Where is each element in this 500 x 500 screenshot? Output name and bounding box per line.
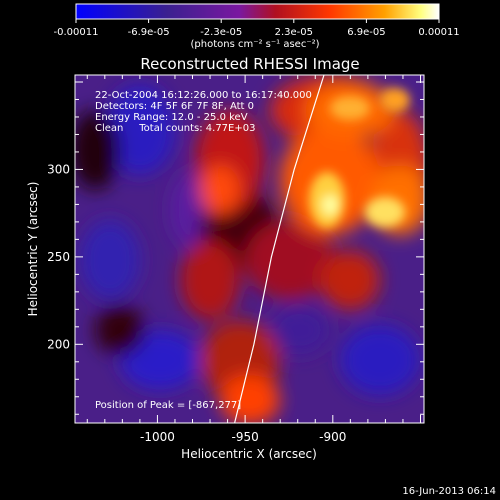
y-tick-label: 200 [47, 337, 70, 351]
x-axis-label: Heliocentric X (arcsec) [181, 447, 317, 461]
colorbar-tick-label: 6.9e-05 [347, 27, 385, 38]
detectors-annotation: Detectors: 4F 5F 6F 7F 8F, Att 0 [95, 101, 254, 112]
colorbar-tick-label: 2.3e-05 [275, 27, 313, 38]
colorbar-tick-label: 0.00011 [418, 27, 459, 38]
peak-position-annotation: Position of Peak = [-867,277] [95, 400, 241, 411]
solar-limb-line [234, 75, 325, 423]
time-range-annotation: 22-Oct-2004 16:12:26.000 to 16:17:40.000 [95, 90, 312, 101]
y-tick-label: 250 [47, 250, 70, 264]
plot-frame [74, 74, 425, 424]
axis-ticks: -1000 -950 -900 200 250 300 [47, 75, 424, 444]
y-tick-label: 300 [47, 162, 70, 176]
plot-title: Reconstructed RHESSI Image [140, 55, 359, 73]
colorbar-ticks: -0.00011 -6.9e-05 -2.3e-05 2.3e-05 6.9e-05 0.… [54, 19, 460, 38]
colorbar: -0.00011 -6.9e-05 -2.3e-05 2.3e-05 6.9e-05 0.… [54, 3, 460, 50]
y-axis-label: Heliocentric Y (arcsec) [26, 182, 40, 317]
clean-counts-annotation: Clean Total counts: 4.77E+03 [95, 123, 255, 134]
energy-range-annotation: Energy Range: 12.0 - 25.0 keV [95, 112, 248, 123]
footer-date: 16-Jun-2013 06:14 [402, 486, 496, 497]
colorbar-gradient [75, 3, 440, 20]
x-tick-label: -900 [319, 430, 346, 444]
x-tick-label: -1000 [140, 430, 175, 444]
colorbar-tick-label: -0.00011 [54, 27, 99, 38]
colorbar-tick-label: -2.3e-05 [200, 27, 242, 38]
x-tick-label: -950 [231, 430, 258, 444]
image-panel: -1000 -950 -900 200 250 300 22-Oct-2004 16:12… [47, 74, 425, 444]
emission-map [75, 75, 424, 423]
colorbar-unit-label: (photons cm⁻² s⁻¹ asec⁻²) [190, 39, 319, 50]
colorbar-tick-label: -6.9e-05 [128, 27, 170, 38]
